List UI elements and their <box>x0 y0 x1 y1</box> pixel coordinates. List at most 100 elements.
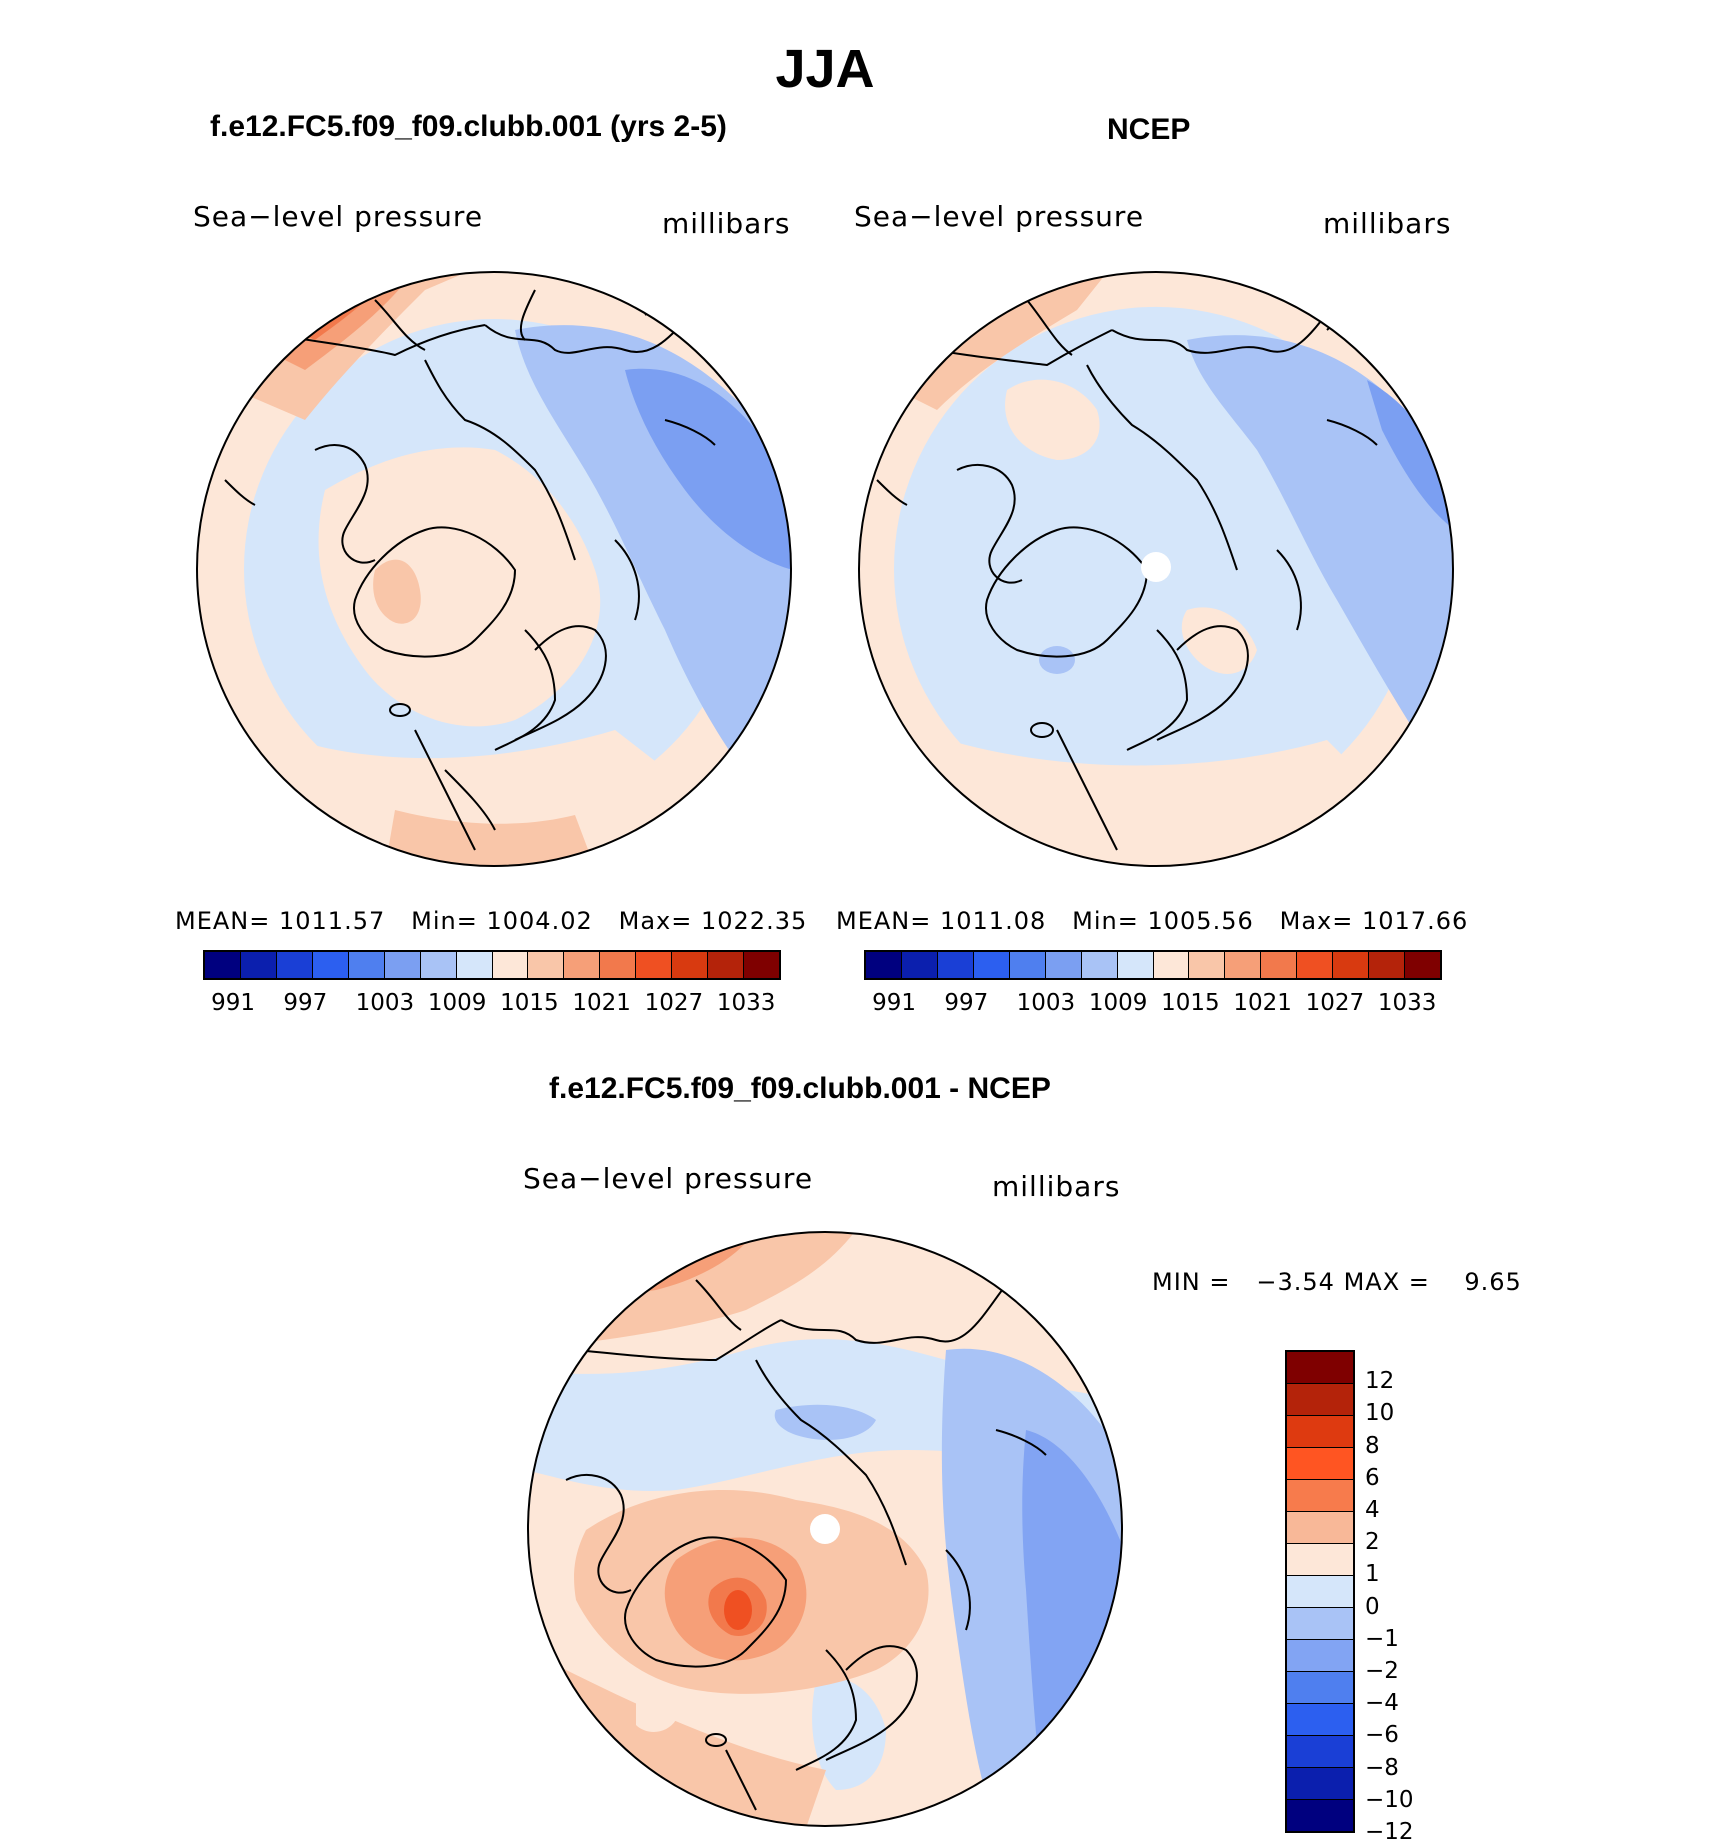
diff-colorbar-tick-label: 0 <box>1365 1593 1380 1620</box>
obs-colorbar-swatch <box>1009 952 1046 978</box>
obs-colorbar-swatch <box>901 952 938 978</box>
diff-colorbar-tick-label: −6 <box>1365 1722 1399 1749</box>
model-colorbar-swatch <box>528 952 565 978</box>
obs-colorbar-tick-label: 1027 <box>1305 990 1365 1016</box>
diff-units-label: millibars <box>992 1170 1121 1203</box>
model-colorbar-swatch <box>348 952 385 978</box>
diff-colorbar-tick-label: 12 <box>1365 1368 1395 1395</box>
diff-colorbar-swatch <box>1287 1800 1353 1831</box>
diff-colorbar-swatch <box>1287 1384 1353 1416</box>
diff-colorbar-swatch <box>1287 1416 1353 1448</box>
diff-colorbar-swatch <box>1287 1512 1353 1544</box>
obs-units-label: millibars <box>1323 207 1452 240</box>
model-colorbar-swatch <box>744 952 779 978</box>
diff-colorbar-tick-label: 2 <box>1365 1529 1380 1556</box>
diff-colorbar-tick-label: −12 <box>1365 1819 1414 1845</box>
diff-colorbar-tick-label: 1 <box>1365 1561 1380 1588</box>
obs-colorbar-swatch <box>1081 952 1118 978</box>
obs-stats: MEAN= 1011.08 Min= 1005.56 Max= 1017.66 <box>836 907 1469 935</box>
diff-min-value: −3.54 <box>1256 1268 1335 1296</box>
model-mean-value: 1011.57 <box>279 907 386 935</box>
model-colorbar-swatch <box>564 952 601 978</box>
model-colorbar-tick-label: 1009 <box>427 990 487 1016</box>
model-colorbar-swatch <box>492 952 529 978</box>
model-colorbar-ticks: 991 997 1003 1009 1015 1021 1027 1033 <box>203 990 781 1020</box>
model-colorbar-swatch <box>205 952 241 978</box>
obs-colorbar-tick-label: 997 <box>944 990 989 1016</box>
diff-max-value: 9.65 <box>1464 1268 1522 1296</box>
diff-colorbar <box>1285 1350 1355 1833</box>
diff-colorbar-swatch <box>1287 1480 1353 1512</box>
model-colorbar <box>203 950 781 980</box>
diff-polar-map <box>527 1231 1123 1827</box>
obs-colorbar-tick-label: 1033 <box>1377 990 1437 1016</box>
obs-max-value: 1017.66 <box>1362 907 1469 935</box>
obs-colorbar <box>864 950 1442 980</box>
obs-colorbar-swatch <box>1117 952 1154 978</box>
obs-colorbar-swatch <box>937 952 974 978</box>
diff-colorbar-tick-label: 4 <box>1365 1497 1380 1523</box>
model-colorbar-tick-label: 1015 <box>500 990 559 1016</box>
model-colorbar-swatch <box>276 952 313 978</box>
obs-colorbar-swatch <box>973 952 1010 978</box>
obs-colorbar-swatch <box>1189 952 1226 978</box>
model-colorbar-swatch <box>384 952 421 978</box>
obs-colorbar-tick-label: 991 <box>872 990 917 1016</box>
model-colorbar-tick-label: 1021 <box>572 990 631 1016</box>
diff-stats: MIN = −3.54 MAX = 9.65 <box>1152 1268 1522 1296</box>
diff-colorbar-tick-label: −8 <box>1365 1754 1399 1781</box>
model-panel-title: f.e12.FC5.f09_f09.clubb.001 (yrs 2-5) <box>210 110 727 143</box>
obs-mean-value: 1011.08 <box>940 907 1047 935</box>
obs-colorbar-swatch <box>1405 952 1440 978</box>
model-colorbar-swatch <box>240 952 277 978</box>
diff-colorbar-tick-label: 10 <box>1365 1400 1395 1427</box>
diff-colorbar-swatch <box>1287 1672 1353 1704</box>
diff-colorbar-swatch <box>1287 1736 1353 1768</box>
diff-colorbar-swatch <box>1287 1608 1353 1640</box>
model-max-value: 1022.35 <box>701 907 808 935</box>
diff-colorbar-swatch <box>1287 1448 1353 1480</box>
model-colorbar-swatch <box>312 952 349 978</box>
model-colorbar-tick-label: 991 <box>211 990 256 1016</box>
obs-colorbar-swatch <box>1297 952 1334 978</box>
model-variable-label: Sea−level pressure <box>193 200 484 233</box>
diff-colorbar-ticks: 12 10 8 6 4 2 1 0 −1 −2 −4 −6 −8 −10 −12 <box>1365 1350 1445 1845</box>
diff-colorbar-tick-label: −10 <box>1365 1786 1414 1813</box>
model-colorbar-swatch <box>456 952 493 978</box>
obs-colorbar-swatch <box>1333 952 1370 978</box>
diff-colorbar-swatch <box>1287 1576 1353 1608</box>
obs-min-value: 1005.56 <box>1147 907 1254 935</box>
obs-variable-label: Sea−level pressure <box>854 200 1145 233</box>
model-colorbar-tick-label: 1003 <box>355 990 415 1016</box>
obs-panel-title: NCEP <box>1107 113 1191 146</box>
model-colorbar-tick-label: 997 <box>283 990 328 1016</box>
obs-colorbar-ticks: 991 997 1003 1009 1015 1021 1027 1033 <box>864 990 1442 1020</box>
model-colorbar-swatch <box>672 952 709 978</box>
obs-colorbar-swatch <box>1369 952 1406 978</box>
diff-colorbar-tick-label: 6 <box>1365 1464 1380 1491</box>
model-colorbar-swatch <box>708 952 745 978</box>
obs-colorbar-swatch <box>1153 952 1190 978</box>
model-colorbar-tick-label: 1033 <box>716 990 776 1016</box>
diff-colorbar-tick-label: 8 <box>1365 1432 1380 1459</box>
diff-colorbar-swatch <box>1287 1544 1353 1576</box>
diff-colorbar-swatch <box>1287 1352 1353 1384</box>
diff-colorbar-swatch <box>1287 1640 1353 1672</box>
diff-colorbar-tick-label: −1 <box>1365 1625 1399 1652</box>
obs-colorbar-tick-label: 1009 <box>1088 990 1148 1016</box>
model-colorbar-swatch <box>636 952 673 978</box>
obs-colorbar-swatch <box>1261 952 1298 978</box>
obs-polar-map <box>858 271 1454 867</box>
diff-variable-label: Sea−level pressure <box>523 1162 814 1195</box>
model-units-label: millibars <box>662 207 791 240</box>
obs-colorbar-tick-label: 1015 <box>1161 990 1220 1016</box>
model-colorbar-swatch <box>600 952 637 978</box>
obs-colorbar-swatch <box>1225 952 1262 978</box>
obs-colorbar-tick-label: 1021 <box>1233 990 1292 1016</box>
model-colorbar-swatch <box>420 952 457 978</box>
diff-colorbar-tick-label: −4 <box>1365 1690 1399 1717</box>
model-stats: MEAN= 1011.57 Min= 1004.02 Max= 1022.35 <box>175 907 808 935</box>
diff-colorbar-tick-label: −2 <box>1365 1658 1399 1684</box>
figure-title: JJA <box>775 39 875 99</box>
diff-panel-title: f.e12.FC5.f09_f09.clubb.001 - NCEP <box>549 1072 1051 1105</box>
